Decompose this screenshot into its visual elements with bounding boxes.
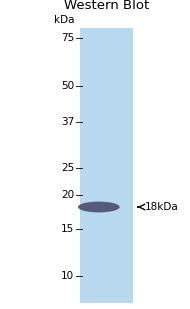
Text: 20: 20: [61, 189, 74, 200]
Text: Western Blot: Western Blot: [64, 0, 149, 12]
Text: 75: 75: [61, 33, 74, 43]
Text: 37: 37: [61, 117, 74, 127]
Text: 15: 15: [61, 223, 74, 234]
Text: kDa: kDa: [54, 15, 74, 25]
Text: 10: 10: [61, 271, 74, 281]
Text: 18kDa: 18kDa: [144, 202, 178, 212]
Text: 50: 50: [61, 81, 74, 91]
Text: 25: 25: [61, 163, 74, 173]
Bar: [80, 28, 133, 303]
Ellipse shape: [78, 201, 120, 212]
